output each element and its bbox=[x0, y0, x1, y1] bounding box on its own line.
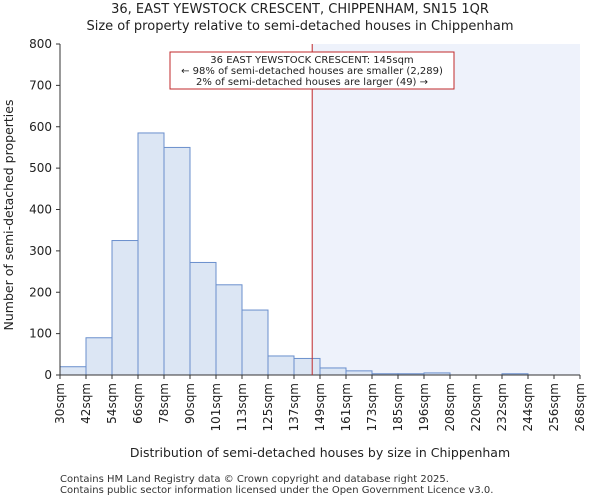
x-tick-label: 78sqm bbox=[157, 383, 171, 424]
x-tick-label: 173sqm bbox=[365, 383, 379, 431]
annotation-box bbox=[169, 51, 455, 90]
chart-subtitle: Size of property relative to semi-detach… bbox=[86, 19, 514, 34]
footer-licence: Contains public sector information licen… bbox=[60, 485, 494, 496]
histogram-bar bbox=[345, 370, 373, 376]
x-tick-label: 220sqm bbox=[469, 383, 483, 431]
y-tick-label: 800 bbox=[29, 37, 52, 51]
histogram-bar bbox=[189, 261, 217, 376]
x-tick-label: 90sqm bbox=[183, 383, 197, 424]
y-tick-label: 100 bbox=[29, 327, 52, 341]
x-tick-label: 196sqm bbox=[417, 383, 431, 431]
histogram-bar bbox=[293, 357, 321, 376]
x-tick-label: 101sqm bbox=[209, 383, 223, 431]
y-tick-label: 400 bbox=[29, 203, 52, 217]
histogram-bar bbox=[241, 309, 269, 376]
x-tick-label: 125sqm bbox=[261, 383, 275, 431]
chart-title: 36, EAST YEWSTOCK CRESCENT, CHIPPENHAM, … bbox=[111, 2, 489, 17]
x-tick-label: 113sqm bbox=[235, 383, 249, 431]
x-tick-label: 30sqm bbox=[53, 383, 67, 424]
annotation-larger-share: 2% of semi-detached houses are larger (4… bbox=[196, 77, 428, 88]
histogram-bar bbox=[137, 132, 165, 376]
x-tick-label: 268sqm bbox=[573, 383, 587, 431]
annotation-property-size: 36 EAST YEWSTOCK CRESCENT: 145sqm bbox=[210, 55, 413, 66]
histogram-bar bbox=[111, 240, 139, 376]
histogram-bar bbox=[85, 337, 113, 376]
x-tick-label: 137sqm bbox=[287, 383, 301, 431]
y-axis-label: Number of semi-detached properties bbox=[1, 100, 16, 331]
x-tick-label: 185sqm bbox=[391, 383, 405, 431]
histogram-bar bbox=[215, 284, 243, 376]
x-tick-label: 149sqm bbox=[313, 383, 327, 431]
x-tick-label: 244sqm bbox=[521, 383, 535, 431]
x-tick-label: 256sqm bbox=[547, 383, 561, 431]
x-axis-label: Distribution of semi-detached houses by … bbox=[130, 445, 510, 460]
y-tick-label: 700 bbox=[29, 78, 52, 92]
y-tick-label: 600 bbox=[29, 120, 52, 134]
x-tick-label: 66sqm bbox=[131, 383, 145, 424]
histogram-bar bbox=[267, 355, 295, 376]
x-tick-label: 161sqm bbox=[339, 383, 353, 431]
y-tick-label: 0 bbox=[44, 368, 52, 382]
y-tick-label: 300 bbox=[29, 244, 52, 258]
x-tick-label: 232sqm bbox=[495, 383, 509, 431]
y-tick-label: 200 bbox=[29, 285, 52, 299]
x-tick-label: 208sqm bbox=[443, 383, 457, 431]
histogram-bar bbox=[319, 367, 347, 376]
x-tick-label: 42sqm bbox=[79, 383, 93, 424]
y-tick-label: 500 bbox=[29, 161, 52, 175]
x-tick-label: 54sqm bbox=[105, 383, 119, 424]
larger-region-shade bbox=[312, 44, 580, 375]
annotation-smaller-share: ← 98% of semi-detached houses are smalle… bbox=[181, 66, 443, 77]
histogram-bar bbox=[163, 146, 191, 376]
histogram-bar bbox=[59, 366, 87, 376]
footer-copyright: Contains HM Land Registry data © Crown c… bbox=[60, 474, 449, 485]
